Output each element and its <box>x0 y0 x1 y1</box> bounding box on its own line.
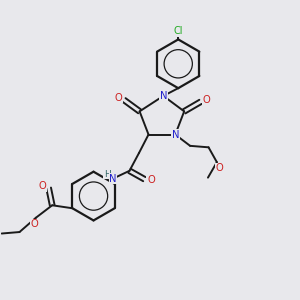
Text: O: O <box>38 181 46 191</box>
Text: O: O <box>215 163 223 173</box>
Text: O: O <box>115 93 123 103</box>
Text: O: O <box>202 95 210 105</box>
Text: N: N <box>172 130 179 140</box>
Text: N: N <box>110 173 117 184</box>
Text: N: N <box>160 91 167 101</box>
Text: O: O <box>147 175 155 185</box>
Text: H: H <box>104 170 111 179</box>
Text: O: O <box>31 219 38 229</box>
Text: Cl: Cl <box>173 26 183 36</box>
